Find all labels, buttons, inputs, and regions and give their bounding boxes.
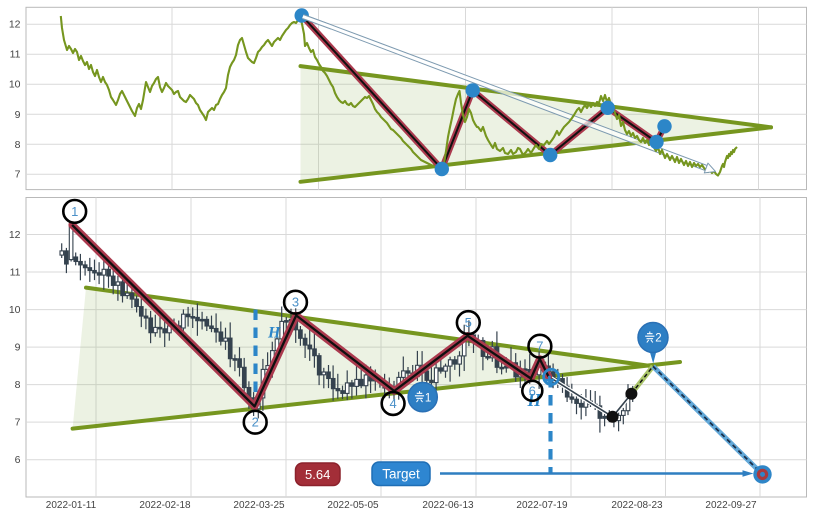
svg-text:8: 8	[15, 139, 21, 151]
svg-text:5.64: 5.64	[305, 467, 330, 482]
svg-text:12: 12	[9, 229, 21, 241]
svg-text:Target: Target	[382, 467, 420, 482]
svg-text:1: 1	[71, 204, 78, 219]
svg-text:2: 2	[252, 415, 259, 430]
svg-text:11: 11	[10, 267, 21, 279]
svg-text:10: 10	[9, 304, 21, 316]
svg-text:9: 9	[15, 342, 21, 354]
svg-text:2022-08-23: 2022-08-23	[611, 500, 663, 511]
svg-text:7: 7	[15, 417, 21, 429]
svg-text:H: H	[267, 325, 281, 342]
svg-text:6: 6	[529, 383, 536, 398]
svg-text:3: 3	[292, 295, 299, 310]
svg-text:2022-02-18: 2022-02-18	[139, 500, 191, 511]
svg-text:12: 12	[9, 19, 21, 31]
svg-text:2022-01-11: 2022-01-11	[46, 500, 97, 511]
svg-text:5: 5	[465, 315, 472, 330]
svg-text:2022-05-05: 2022-05-05	[327, 500, 379, 511]
svg-text:11: 11	[10, 49, 21, 61]
svg-text:7: 7	[536, 339, 543, 354]
svg-text:4: 4	[389, 396, 396, 411]
svg-text:7: 7	[15, 169, 21, 181]
svg-text:6: 6	[15, 454, 21, 466]
svg-text:1: 1	[425, 392, 431, 404]
svg-text:2022-07-19: 2022-07-19	[516, 500, 568, 511]
svg-text:2022-09-27: 2022-09-27	[705, 500, 757, 511]
svg-text:2: 2	[655, 333, 661, 345]
svg-text:2022-06-13: 2022-06-13	[422, 500, 474, 511]
svg-text:10: 10	[9, 79, 21, 91]
svg-text:8: 8	[15, 379, 21, 391]
svg-text:9: 9	[15, 109, 21, 121]
svg-text:2022-03-25: 2022-03-25	[233, 500, 285, 511]
